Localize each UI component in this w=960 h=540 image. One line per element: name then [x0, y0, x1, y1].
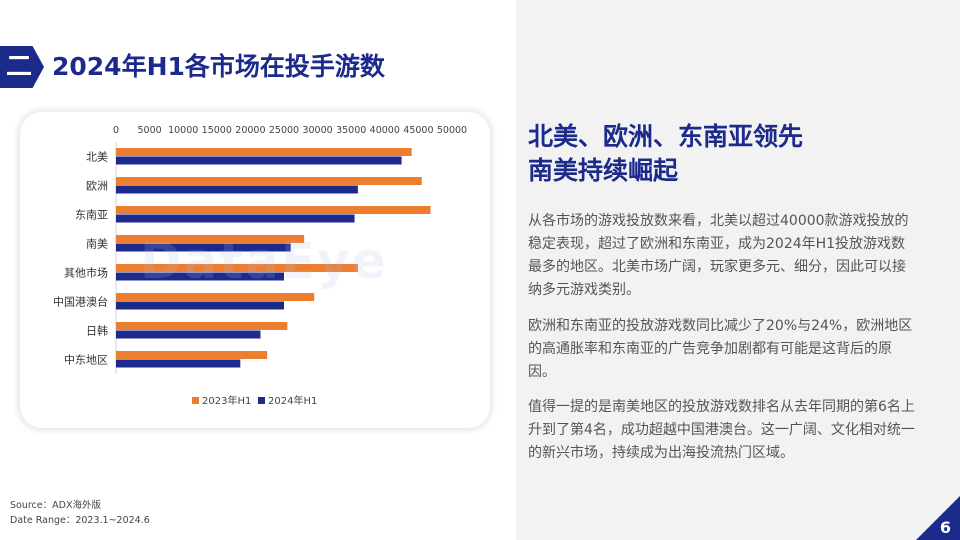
x-tick-label: 5000 [138, 125, 162, 136]
x-tick-label: 15000 [202, 125, 232, 136]
category-label: 北美 [86, 151, 108, 164]
x-tick-label: 40000 [370, 125, 400, 136]
bar-2023h1 [116, 351, 268, 359]
bar-2024h1 [116, 243, 291, 252]
category-label: 南美 [86, 238, 108, 251]
category-label: 中国港澳台 [53, 295, 108, 309]
bar-2023h1 [116, 264, 358, 272]
source-line: Source：ADX海外版 [10, 500, 101, 511]
headline-line-2: 南美持续崛起 [528, 156, 679, 185]
insight-paragraph-1: 从各市场的游戏投放数来看，北美以超过40000款游戏投放的稳定表现，超过了欧洲和… [528, 213, 909, 298]
legend-swatch [258, 397, 265, 404]
bar-2023h1 [116, 177, 422, 185]
legend-swatch [192, 397, 199, 404]
bar-2024h1 [116, 185, 358, 194]
x-tick-label: 20000 [235, 125, 265, 136]
x-tick-label: 45000 [403, 125, 433, 136]
section-badge: 二 [0, 46, 44, 88]
date-range-line: Date Range：2023.1~2024.6 [10, 515, 150, 526]
category-label: 中东地区 [64, 354, 108, 367]
bar-2024h1 [116, 214, 355, 223]
bar-2023h1 [116, 322, 288, 330]
bar-2023h1 [116, 206, 431, 214]
insight-headline: 北美、欧洲、东南亚领先 南美持续崛起 [528, 120, 803, 188]
legend-label: 2024年H1 [268, 394, 317, 407]
bar-2024h1 [116, 301, 284, 310]
insight-paragraph-3: 值得一提的是南美地区的投放游戏数排名从去年同期的第6名上升到了第4名，成功超越中… [528, 399, 915, 461]
x-tick-label: 0 [113, 125, 119, 136]
page-number: 6 [939, 518, 951, 537]
chart-card: 0 5000 10000 15000 20000 25000 30000 35000 40000… [20, 112, 490, 428]
bar-2023h1 [116, 293, 315, 301]
bar-2024h1 [116, 359, 241, 368]
category-label: 其他市场 [64, 266, 108, 280]
bar-2024h1 [116, 272, 284, 281]
bar-2023h1 [116, 235, 305, 243]
bar-2024h1 [116, 330, 261, 339]
x-tick-label: 50000 [437, 125, 467, 136]
x-tick-label: 30000 [302, 125, 332, 136]
x-tick-label: 35000 [336, 125, 366, 136]
category-label: 日韩 [86, 324, 108, 338]
headline-line-1: 北美、欧洲、东南亚领先 [528, 122, 804, 151]
bar-2024h1 [116, 156, 402, 165]
category-label: 东南亚 [75, 209, 108, 222]
x-tick-label: 25000 [269, 125, 299, 136]
category-label: 欧洲 [86, 180, 108, 193]
insight-paragraph-2: 欧洲和东南亚的投放游戏数同比减少了20%与24%，欧洲地区的高通胀率和东南亚的广… [528, 318, 913, 380]
bar-chart: 0 5000 10000 15000 20000 25000 30000 35000 40000… [53, 125, 467, 407]
right-panel-background [516, 0, 960, 540]
legend-label: 2023年H1 [202, 394, 251, 407]
bar-2023h1 [116, 148, 412, 156]
section-number: 二 [6, 52, 33, 82]
x-tick-label: 10000 [168, 125, 198, 136]
page-title: 2024年H1各市场在投手游数 [52, 52, 385, 81]
source-note: Source：ADX海外版 Date Range：2023.1~2024.6 [10, 498, 150, 528]
